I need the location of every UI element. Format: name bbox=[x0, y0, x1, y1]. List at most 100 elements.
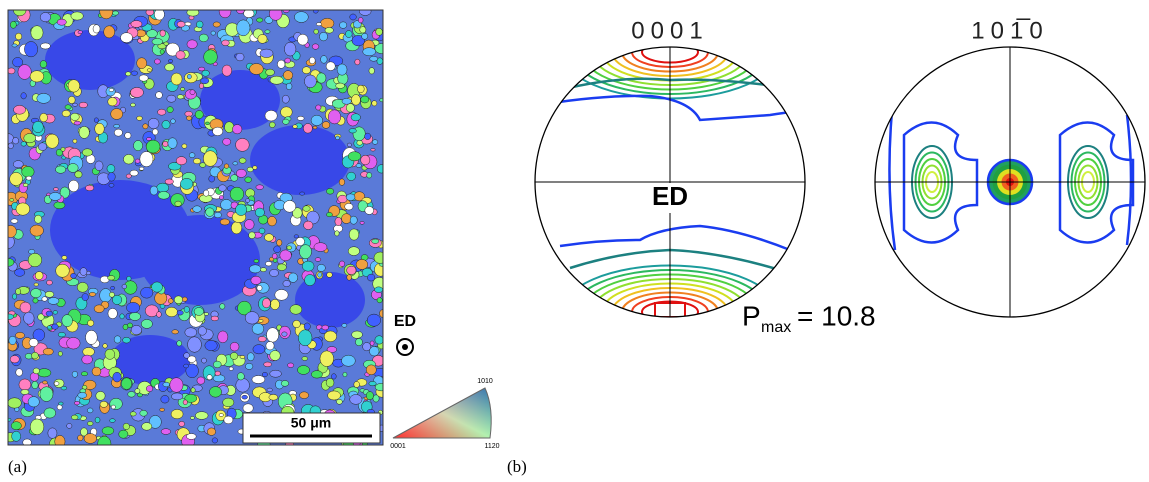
ebsd-map bbox=[8, 10, 383, 445]
grain bbox=[64, 104, 72, 110]
grain bbox=[53, 381, 60, 386]
grain bbox=[139, 409, 148, 417]
grain bbox=[231, 221, 243, 235]
grain bbox=[355, 338, 363, 347]
grain bbox=[18, 378, 32, 391]
grain bbox=[15, 202, 31, 216]
grain bbox=[10, 21, 17, 29]
grain bbox=[37, 313, 45, 321]
grain bbox=[213, 360, 222, 369]
grain bbox=[181, 143, 188, 149]
grain bbox=[285, 82, 293, 90]
grain bbox=[269, 10, 283, 21]
contour bbox=[888, 99, 897, 251]
grain bbox=[281, 94, 290, 104]
grain bbox=[345, 30, 353, 38]
grain bbox=[366, 313, 381, 327]
grain bbox=[72, 102, 78, 107]
grain bbox=[214, 370, 221, 376]
grain bbox=[129, 312, 141, 321]
grain bbox=[133, 140, 143, 152]
grain bbox=[276, 263, 287, 271]
grain bbox=[12, 137, 19, 145]
grain bbox=[195, 411, 209, 420]
grain bbox=[174, 200, 182, 207]
grain bbox=[230, 174, 239, 182]
grain bbox=[74, 401, 80, 406]
grain bbox=[120, 32, 133, 43]
grain bbox=[304, 74, 317, 88]
grain bbox=[8, 225, 17, 238]
grain bbox=[72, 138, 78, 144]
grain bbox=[178, 421, 185, 427]
grain bbox=[66, 337, 81, 350]
grain bbox=[136, 57, 147, 69]
grain bbox=[165, 42, 180, 57]
grain bbox=[186, 74, 192, 80]
grain bbox=[326, 188, 335, 195]
grain bbox=[376, 297, 383, 304]
grain bbox=[193, 158, 202, 165]
grain bbox=[130, 87, 144, 98]
grain bbox=[10, 218, 19, 224]
grain bbox=[328, 109, 342, 125]
ipf-right-label: 1120 bbox=[484, 443, 499, 450]
grain bbox=[188, 152, 196, 158]
grain bbox=[266, 387, 273, 393]
grain bbox=[162, 140, 169, 148]
grain bbox=[321, 121, 331, 129]
grain bbox=[193, 307, 204, 316]
grain bbox=[126, 302, 140, 314]
grain bbox=[20, 92, 27, 100]
grain bbox=[29, 418, 45, 435]
contour bbox=[1125, 114, 1133, 246]
grain bbox=[106, 164, 116, 173]
grain bbox=[232, 161, 238, 166]
grain bbox=[157, 108, 167, 116]
grain bbox=[182, 399, 188, 406]
grain bbox=[360, 154, 371, 166]
grain bbox=[60, 147, 66, 152]
grain bbox=[369, 56, 378, 62]
grain bbox=[212, 21, 221, 28]
grain bbox=[192, 205, 202, 213]
grain bbox=[219, 303, 226, 310]
grain bbox=[209, 386, 222, 398]
grain bbox=[222, 397, 235, 408]
grain bbox=[68, 96, 76, 104]
grain bbox=[246, 166, 254, 173]
grain bbox=[93, 117, 99, 123]
grain bbox=[53, 201, 66, 210]
grain bbox=[8, 313, 14, 320]
grain bbox=[168, 162, 182, 171]
grain bbox=[255, 184, 264, 190]
grain bbox=[154, 10, 165, 21]
grain bbox=[129, 411, 137, 417]
grain bbox=[341, 354, 356, 367]
grain bbox=[181, 296, 188, 302]
grain bbox=[299, 391, 309, 399]
grain bbox=[304, 274, 316, 286]
grain bbox=[351, 94, 361, 106]
grain bbox=[311, 370, 323, 379]
grain bbox=[224, 163, 230, 169]
grain bbox=[201, 357, 207, 364]
grain bbox=[374, 383, 383, 392]
grain bbox=[354, 58, 361, 66]
grain bbox=[108, 88, 114, 92]
grain bbox=[99, 10, 114, 20]
grain bbox=[264, 29, 271, 34]
grain bbox=[359, 10, 372, 16]
grain bbox=[113, 335, 122, 344]
grain bbox=[367, 273, 376, 282]
grain bbox=[200, 77, 210, 85]
grain bbox=[264, 110, 278, 122]
grain bbox=[249, 63, 264, 75]
grain bbox=[66, 423, 73, 429]
grain bbox=[338, 178, 345, 186]
grain bbox=[125, 173, 132, 179]
grain bbox=[326, 212, 333, 218]
grain bbox=[223, 415, 234, 425]
grain bbox=[256, 285, 263, 292]
grain bbox=[303, 322, 311, 331]
